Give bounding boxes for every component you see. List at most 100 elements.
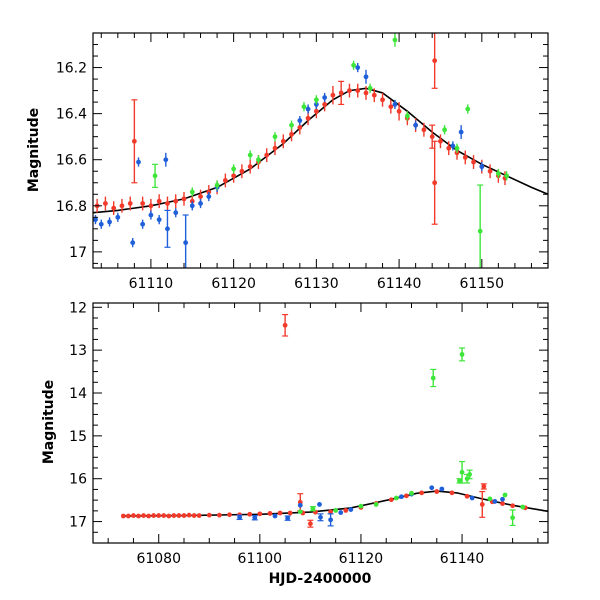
- top-blue-point: [189, 203, 195, 209]
- bottom-red-point: [181, 513, 187, 518]
- top-red-point: [429, 134, 435, 140]
- bottom-green-point: [333, 508, 339, 513]
- top-red-point: [471, 159, 476, 165]
- top-red-point: [388, 104, 394, 110]
- bottom-green-point: [297, 509, 303, 515]
- top-red-point: [355, 88, 361, 93]
- top-red-point: [165, 201, 170, 206]
- top-blue-point: [115, 214, 121, 220]
- bottom-red-point: [257, 511, 263, 517]
- top-green-point: [247, 152, 253, 158]
- bottom-blue-point: [429, 485, 435, 491]
- bottom-blue-point: [398, 494, 404, 500]
- top-blue-point: [93, 217, 98, 223]
- top-red-point: [280, 138, 286, 144]
- top-ticks: 61110 61120 61130 61140 61150 16.2 16.4 16.6 16.…: [56, 32, 549, 292]
- bottom-green-point: [457, 478, 462, 484]
- bottom-panel: 61080 61100 61120 61140 12 13 14 15 16 17 Magnitu…: [41, 300, 549, 587]
- bottom-red-point: [449, 490, 455, 496]
- bottom-blue-point: [272, 513, 278, 519]
- bottom-green-point: [310, 506, 316, 512]
- bottom-red-point: [267, 511, 273, 516]
- bottom-y-tick-label: 17: [69, 515, 87, 531]
- top-data: [93, 33, 548, 268]
- top-blue-point: [206, 194, 212, 199]
- bottom-red-point: [166, 513, 172, 519]
- top-green-point: [404, 113, 410, 119]
- top-x-tick-label: 61130: [294, 276, 339, 292]
- top-red-point: [438, 138, 443, 144]
- bottom-blue-point: [469, 495, 475, 501]
- top-red-point: [305, 115, 311, 121]
- top-blue-point: [458, 129, 464, 135]
- bottom-x-tick-label: 61100: [238, 551, 283, 567]
- top-red-point: [330, 92, 336, 98]
- top-red-point: [421, 127, 427, 133]
- top-red-point: [231, 173, 237, 179]
- top-blue-point: [413, 122, 419, 128]
- bottom-ticks: 61080 61100 61120 61140 12 13 14 15 16 17: [69, 300, 548, 567]
- bottom-green-point: [510, 515, 516, 521]
- bottom-blue-point: [439, 486, 445, 492]
- top-blue-point: [136, 159, 141, 165]
- top-y-tick-label: 16.4: [56, 107, 87, 123]
- bottom-red-point: [479, 502, 485, 507]
- bottom-green-point: [409, 490, 414, 496]
- top-green-point: [495, 171, 501, 176]
- top-red-point: [148, 203, 154, 209]
- top-red-point: [198, 194, 203, 199]
- top-y-tick-label: 16.2: [56, 61, 87, 77]
- top-red-point: [371, 92, 377, 98]
- top-red-point: [156, 198, 162, 204]
- bottom-red-point: [287, 510, 293, 516]
- bottom-x-tick-label: 61080: [136, 551, 181, 567]
- bottom-x-tick-label: 61120: [339, 551, 384, 567]
- bottom-green-point: [393, 495, 399, 501]
- bottom-red-point: [216, 512, 222, 518]
- bottom-model-curve: [123, 490, 548, 517]
- bottom-y-tick-label: 15: [69, 429, 87, 445]
- bottom-y-tick-label: 16: [69, 472, 87, 488]
- top-red-point: [363, 90, 369, 96]
- top-series-green: [152, 33, 510, 268]
- bottom-red-point: [328, 509, 334, 515]
- top-blue-point: [148, 212, 154, 218]
- top-green-point: [189, 189, 195, 195]
- top-green-point: [477, 228, 483, 234]
- bottom-red-point: [186, 512, 192, 518]
- top-red-point: [131, 138, 137, 144]
- top-x-tick-label: 61140: [377, 276, 422, 292]
- bottom-green-point: [502, 492, 508, 498]
- bottom-red-point: [176, 513, 182, 518]
- bottom-data: [120, 313, 548, 528]
- top-y-tick-label: 17: [69, 245, 87, 261]
- top-green-point: [454, 145, 460, 151]
- top-red-point: [247, 164, 253, 170]
- bottom-red-point: [136, 513, 141, 519]
- top-red-point: [297, 125, 303, 130]
- bottom-green-point: [373, 502, 379, 507]
- top-green-point: [465, 106, 471, 112]
- top-blue-point: [392, 102, 398, 107]
- top-red-point: [487, 168, 493, 174]
- bottom-y-axis-label: Magnitude: [41, 380, 57, 464]
- top-frame: [92, 32, 549, 269]
- top-blue-point: [98, 221, 104, 227]
- top-blue-point: [140, 221, 146, 227]
- top-red-point: [313, 108, 319, 114]
- bottom-blue-point: [492, 499, 498, 504]
- top-x-tick-label: 61150: [460, 276, 505, 292]
- bottom-blue-point: [285, 515, 291, 521]
- bottom-blue-point: [318, 514, 323, 520]
- top-blue-point: [198, 201, 203, 206]
- bottom-red-point: [131, 513, 136, 518]
- top-green-point: [256, 157, 261, 163]
- bottom-red-point: [156, 513, 162, 518]
- bottom-series-green: [297, 347, 526, 527]
- top-blue-point: [107, 219, 112, 225]
- bottom-red-point: [277, 510, 283, 516]
- top-blue-point: [183, 240, 189, 246]
- bottom-red-point: [343, 508, 349, 513]
- bottom-red-point: [161, 513, 167, 518]
- top-y-tick-label: 16.8: [56, 199, 87, 215]
